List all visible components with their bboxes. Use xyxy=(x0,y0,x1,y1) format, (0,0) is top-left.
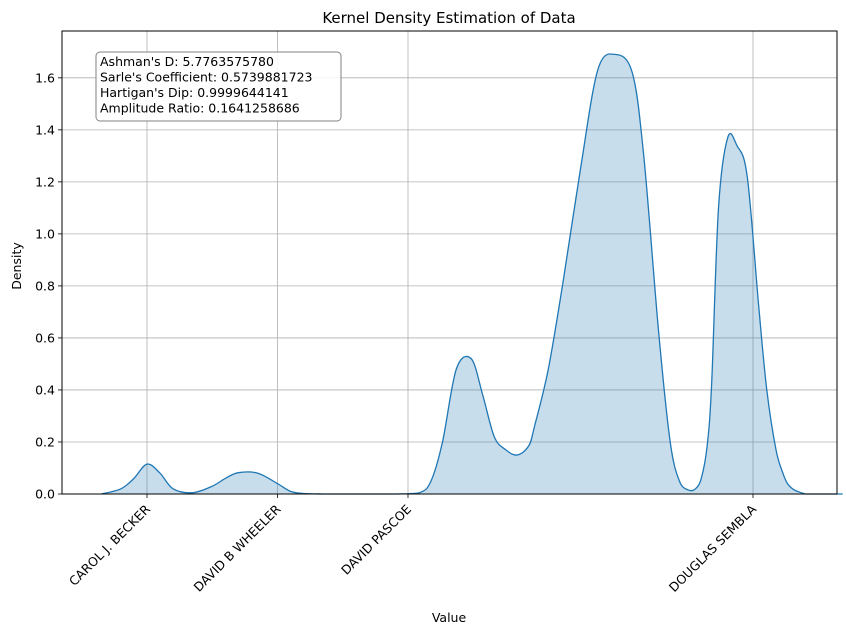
x-ticks: CAROL J. BECKER DAVID B WHEELER DAVID PASC… xyxy=(66,494,760,595)
y-tick-label: 1.2 xyxy=(35,174,55,189)
chart-title: Kernel Density Estimation of Data xyxy=(322,9,575,27)
x-tick-label: DAVID B WHEELER xyxy=(191,501,284,594)
y-tick-label: 1.0 xyxy=(35,226,55,241)
y-tick-label: 0.0 xyxy=(35,487,55,502)
stats-line: Hartigan's Dip: 0.9999644141 xyxy=(100,85,289,100)
stats-box-frame xyxy=(95,51,342,122)
y-axis-label: Density xyxy=(9,242,24,290)
plot-frame xyxy=(61,30,838,495)
y-tick-label: 1.4 xyxy=(35,122,55,137)
x-tick-label: DAVID PASCOE xyxy=(338,501,414,577)
x-tick-label: CAROL J. BECKER xyxy=(66,501,153,588)
kde-line xyxy=(101,53,843,495)
y-tick-label: 1.6 xyxy=(35,70,55,85)
y-ticks: 0.0 0.2 0.4 0.6 0.8 1.0 1.2 1.4 1.6 xyxy=(35,70,62,502)
kde-fill xyxy=(101,53,843,494)
stats-line: Ashman's D: 5.7763575780 xyxy=(100,54,274,69)
stats-line: Amplitude Ratio: 0.1641258686 xyxy=(100,101,300,116)
x-axis-label: Value xyxy=(432,610,467,625)
x-tick-label: DOUGLAS SEMBLA xyxy=(666,501,760,595)
y-tick-label: 0.6 xyxy=(35,330,55,345)
kde-area xyxy=(101,53,843,495)
y-tick-label: 0.4 xyxy=(35,382,55,397)
y-tick-label: 0.2 xyxy=(35,434,55,449)
stats-line: Sarle's Coefficient: 0.5739881723 xyxy=(100,70,312,85)
y-tick-label: 0.8 xyxy=(35,278,55,293)
